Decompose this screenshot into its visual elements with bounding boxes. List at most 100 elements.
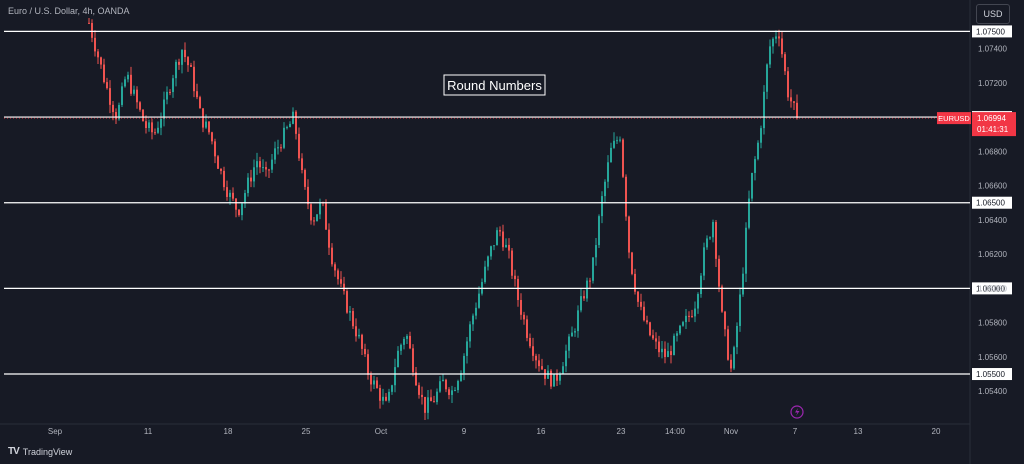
candle-body (445, 379, 447, 390)
candle-body (307, 186, 309, 205)
candle-body (679, 325, 681, 334)
candle-body (376, 380, 378, 389)
candle-body (505, 244, 507, 248)
event-lightning-icon[interactable] (790, 405, 804, 419)
candle-body (184, 49, 186, 58)
candle-body (364, 348, 366, 355)
candle-body (409, 335, 411, 349)
candle-body (100, 57, 102, 65)
candle-body (289, 123, 291, 128)
candle-body (127, 74, 129, 80)
y-tick-label: 1.05800 (978, 319, 1007, 328)
candle-body (643, 306, 645, 321)
candle-body (688, 315, 690, 317)
candle-body (214, 141, 216, 157)
candle-body (661, 348, 663, 353)
candle-body (586, 280, 588, 299)
x-tick-label: 13 (854, 427, 863, 436)
candle-body (394, 367, 396, 386)
candle-body (517, 279, 519, 301)
candle-body (742, 273, 744, 295)
candle-body (793, 101, 795, 103)
candle-body (103, 64, 105, 83)
candle-body (550, 370, 552, 387)
candle-body (172, 78, 174, 93)
candle-body (436, 391, 438, 403)
candle-body (166, 91, 168, 100)
candle-body (511, 250, 513, 276)
candle-body (196, 91, 198, 98)
candle-body (562, 366, 564, 375)
candle-body (205, 121, 207, 128)
candle-body (580, 296, 582, 311)
candle-body (691, 316, 693, 318)
candle-body (538, 360, 540, 367)
candle-body (790, 97, 792, 102)
candle-body (682, 322, 684, 326)
x-tick-label: 23 (617, 427, 626, 436)
y-tick-label: 1.06000 (978, 284, 1007, 293)
candle-body (658, 341, 660, 353)
candle-body (352, 311, 354, 327)
candle-body (298, 133, 300, 159)
candle-body (724, 311, 726, 330)
candle-body (175, 61, 177, 79)
candle-body (775, 36, 777, 39)
y-tick-label: 1.06800 (978, 147, 1007, 156)
candle-body (151, 122, 153, 133)
candle-body (547, 370, 549, 379)
time-axis[interactable]: Sep 11 18 25 Oct 9 16 23 14:00 Nov 7 13 20 (48, 427, 941, 436)
candle-body (457, 380, 459, 391)
candle-body (739, 294, 741, 326)
candle-body (685, 315, 687, 323)
currency-button[interactable]: USD (976, 4, 1010, 24)
lightning-bolt-icon (795, 408, 800, 416)
candle-body (652, 335, 654, 339)
candle-body (370, 374, 372, 385)
candle-body (136, 89, 138, 103)
round-numbers-title-box[interactable] (443, 74, 546, 96)
level-price-label: 1.05500 (976, 370, 1005, 379)
candle-body (532, 346, 534, 356)
candle-body (154, 132, 156, 134)
candle-body (229, 192, 231, 197)
candle-body (232, 192, 234, 199)
candle-body (535, 355, 537, 361)
candle-body (133, 89, 135, 94)
candle-body (769, 46, 771, 65)
candle-body (343, 283, 345, 292)
candle-body (223, 170, 225, 188)
candle-body (106, 82, 108, 89)
tradingview-logo[interactable]: TV TradingView (8, 446, 72, 457)
candle-body (526, 319, 528, 338)
candle-body (571, 332, 573, 337)
candle-body (109, 88, 111, 105)
candle-body (385, 396, 387, 401)
candle-body (655, 338, 657, 342)
candle-body (238, 209, 240, 216)
candle-body (721, 286, 723, 312)
y-tick-label: 1.07200 (978, 79, 1007, 88)
candle-body (574, 331, 576, 333)
candle-body (676, 333, 678, 336)
candle-body (751, 172, 753, 199)
x-tick-label: 9 (462, 427, 467, 436)
candle-body (268, 169, 270, 171)
candle-body (328, 229, 330, 248)
candle-body (241, 203, 243, 216)
candle-body (487, 256, 489, 267)
candle-body (121, 86, 123, 105)
candle-body (625, 176, 627, 217)
candle-body (607, 162, 609, 182)
candle-body (589, 280, 591, 282)
candle-body (337, 270, 339, 280)
candle-body (331, 247, 333, 265)
candle-body (112, 104, 114, 113)
candle-body (454, 390, 456, 392)
current-price-tag (972, 112, 1016, 137)
candle-body (115, 112, 117, 120)
candle-body (316, 214, 318, 222)
symbol-description[interactable]: Euro / U.S. Dollar, 4h, OANDA (8, 6, 130, 16)
